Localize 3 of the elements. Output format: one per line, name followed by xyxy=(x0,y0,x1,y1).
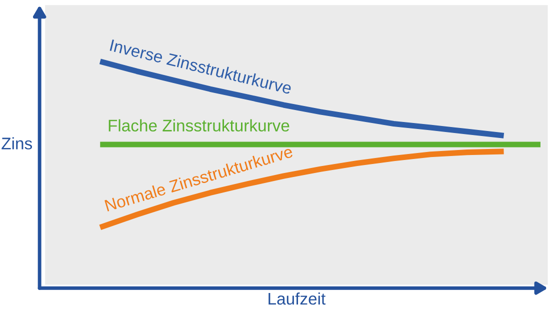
series-label: Flache Zinsstrukturkurve xyxy=(108,119,290,132)
y-axis-title: Zins xyxy=(2,137,32,150)
x-axis-title: Laufzeit xyxy=(268,292,326,305)
